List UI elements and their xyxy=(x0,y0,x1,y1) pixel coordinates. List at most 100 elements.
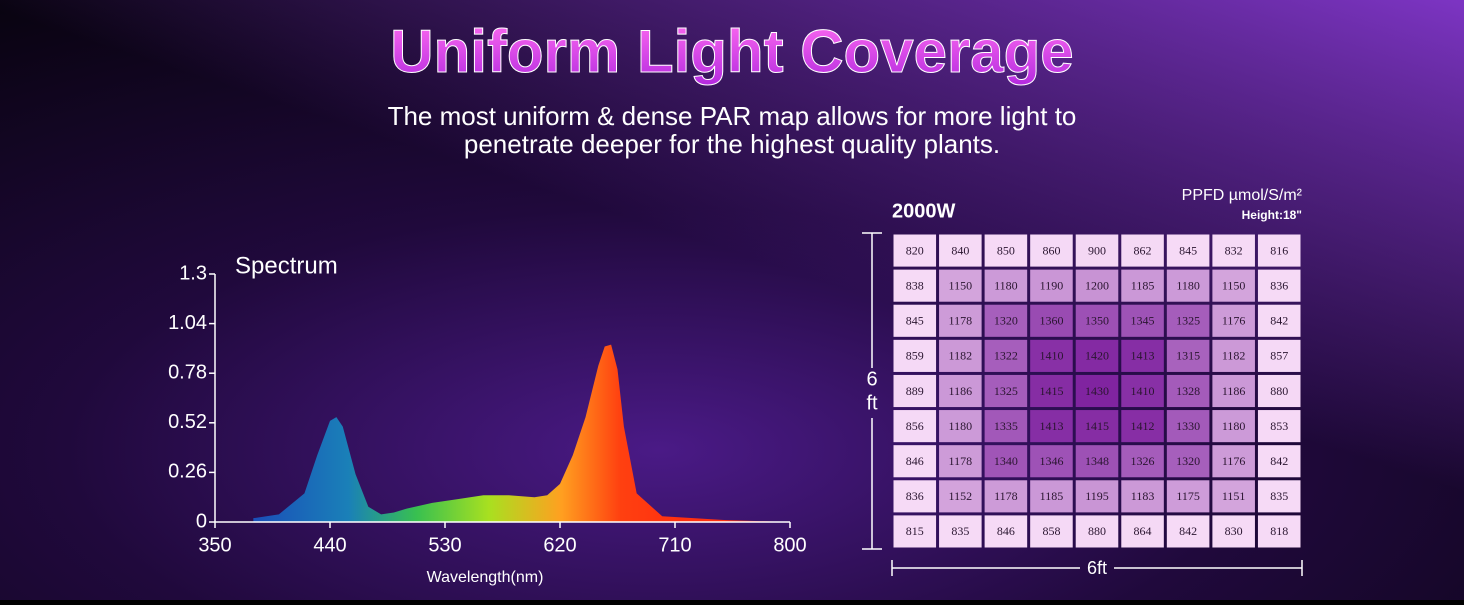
y-tick-label: 0.78 xyxy=(168,361,207,383)
map-cell xyxy=(1166,374,1210,408)
map-cell xyxy=(1257,480,1301,513)
cell-value: 815 xyxy=(906,524,924,538)
cell-value: 1152 xyxy=(949,489,973,503)
height-label: 6 xyxy=(866,368,877,390)
cell-value: 1180 xyxy=(1176,278,1200,292)
map-cell xyxy=(1075,269,1119,302)
map-cell xyxy=(893,234,937,267)
map-cell xyxy=(1121,269,1164,302)
chart-title: Spectrum xyxy=(235,252,338,279)
map-cell xyxy=(984,410,1028,443)
x-tick-label: 350 xyxy=(198,534,231,556)
cell-value: 1151 xyxy=(1222,489,1246,503)
map-cell xyxy=(1075,515,1119,548)
cell-value: 842 xyxy=(1179,524,1197,538)
map-cell xyxy=(1212,304,1255,337)
cell-value: 850 xyxy=(997,243,1015,257)
cell-value: 1183 xyxy=(1131,489,1155,503)
map-cell xyxy=(1166,234,1210,267)
map-cell xyxy=(1075,339,1119,372)
map-cell xyxy=(939,515,982,548)
y-tick-label: 0.52 xyxy=(168,411,207,433)
map-cell xyxy=(893,374,937,408)
cell-value: 1176 xyxy=(1222,454,1246,468)
cell-value: 842 xyxy=(1270,454,1288,468)
cell-value: 860 xyxy=(1042,243,1060,257)
map-cell xyxy=(1030,480,1073,513)
cell-value: 820 xyxy=(906,243,924,257)
map-cell xyxy=(893,445,937,478)
map-cell xyxy=(1030,515,1073,548)
cell-value: 1195 xyxy=(1085,489,1109,503)
subtitle: penetrate deeper for the highest quality… xyxy=(464,129,1000,159)
cell-value: 1150 xyxy=(1222,278,1246,292)
map-cell xyxy=(1257,374,1301,408)
map-cell xyxy=(1075,480,1119,513)
map-cell xyxy=(1121,515,1164,548)
cell-value: 889 xyxy=(906,384,924,398)
map-cell xyxy=(1166,410,1210,443)
cell-value: 1322 xyxy=(994,349,1018,363)
cell-value: 845 xyxy=(1179,243,1197,257)
map-cell xyxy=(939,374,982,408)
cell-value: 1328 xyxy=(1176,384,1200,398)
map-cell xyxy=(1257,410,1301,443)
cell-value: 864 xyxy=(1134,524,1152,538)
subtitle: The most uniform & dense PAR map allows … xyxy=(388,101,1077,131)
map-cell xyxy=(893,269,937,302)
map-cell xyxy=(1075,374,1119,408)
x-tick-label: 800 xyxy=(773,534,806,556)
y-tick-label: 0.26 xyxy=(168,461,207,483)
spectrum-area xyxy=(253,344,791,522)
cell-value: 1180 xyxy=(994,278,1018,292)
map-cell xyxy=(984,480,1028,513)
map-cell xyxy=(893,339,937,372)
map-cell xyxy=(1257,234,1301,267)
map-cell xyxy=(893,515,937,548)
cell-value: 1190 xyxy=(1040,278,1064,292)
cell-value: 862 xyxy=(1134,243,1152,257)
cell-value: 840 xyxy=(951,243,969,257)
map-cell xyxy=(1166,304,1210,337)
y-tick-label: 1.04 xyxy=(168,312,207,334)
map-cell xyxy=(1166,269,1210,302)
cell-value: 853 xyxy=(1270,419,1288,433)
cell-value: 832 xyxy=(1225,243,1243,257)
cell-value: 1178 xyxy=(949,454,973,468)
cell-value: 838 xyxy=(906,278,924,292)
map-cell xyxy=(893,480,937,513)
map-cell xyxy=(1166,515,1210,548)
x-axis-label: Wavelength(nm) xyxy=(427,569,544,586)
cell-value: 1348 xyxy=(1085,454,1109,468)
cell-value: 1415 xyxy=(1085,419,1109,433)
page-title: Uniform Light Coverage xyxy=(390,18,1073,85)
cell-value: 1186 xyxy=(949,384,973,398)
map-title: 2000W xyxy=(892,200,955,222)
map-cell xyxy=(1212,515,1255,548)
map-cell xyxy=(939,269,982,302)
y-tick-label: 1.3 xyxy=(179,262,207,284)
cell-value: 900 xyxy=(1088,243,1106,257)
cell-value: 880 xyxy=(1270,384,1288,398)
cell-value: 1150 xyxy=(949,278,973,292)
map-cell xyxy=(1257,339,1301,372)
map-height: Height:18" xyxy=(1242,208,1302,222)
cell-value: 1185 xyxy=(1040,489,1064,503)
cell-value: 1430 xyxy=(1085,384,1109,398)
cell-value: 1415 xyxy=(1039,384,1063,398)
map-cell xyxy=(893,304,937,337)
cell-value: 1410 xyxy=(1039,349,1063,363)
cell-value: 836 xyxy=(1270,278,1288,292)
map-cell xyxy=(984,234,1028,267)
dimension-lines xyxy=(862,232,1303,576)
map-cell xyxy=(1166,445,1210,478)
cell-value: 1346 xyxy=(1039,454,1063,468)
map-cell xyxy=(1166,480,1210,513)
map-cell xyxy=(1212,234,1255,267)
cell-value: 1182 xyxy=(949,349,973,363)
cell-value: 835 xyxy=(951,524,969,538)
cell-value: 1180 xyxy=(949,419,973,433)
map-cell xyxy=(939,234,982,267)
map-unit: PPFD µmol/S/m² xyxy=(1182,187,1303,204)
